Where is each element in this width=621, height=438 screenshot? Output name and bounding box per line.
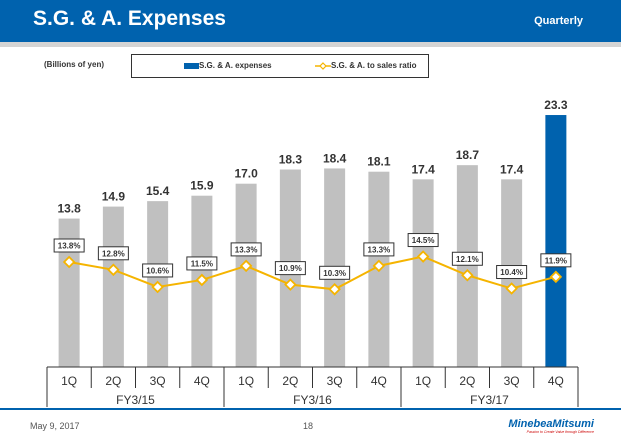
ratio-label-box <box>407 233 439 248</box>
bar-value-label: 17.4 <box>500 162 524 176</box>
footer-divider <box>0 408 621 410</box>
ratio-line <box>68 255 557 291</box>
bar <box>456 165 478 367</box>
bar-value-label: 18.7 <box>456 148 480 162</box>
ratio-label-box <box>230 242 262 257</box>
bar-value-label: 23.3 <box>544 98 568 112</box>
bar <box>235 183 257 367</box>
ratio-value-label: 12.8% <box>102 249 125 258</box>
logo-tagline: Passion to Create Value through Differen… <box>526 430 594 434</box>
ratio-marker <box>239 259 253 273</box>
ratio-marker <box>328 283 341 296</box>
fiscal-year-label: FY3/15 <box>116 393 155 407</box>
bar-value-label: 18.1 <box>367 155 391 169</box>
bar-swatch-icon <box>184 62 199 69</box>
ratio-value-label: 14.5% <box>412 236 435 245</box>
ratio-value-label: 11.9% <box>545 256 567 265</box>
ratio-label-box <box>274 261 306 276</box>
unit-label: (Billions of yen) <box>44 60 104 69</box>
ratio-label-box <box>540 253 572 268</box>
bar <box>545 115 567 367</box>
logo-text: MinebeaMitsumi <box>508 418 594 430</box>
ratio-value-label: 13.8% <box>58 242 81 251</box>
ratio-marker <box>505 282 518 295</box>
ratio-marker <box>195 273 209 287</box>
ratio-value-label: 10.9% <box>279 264 302 273</box>
ratio-label-box <box>186 256 218 271</box>
legend-label: S.G. & A. expenses <box>199 61 272 70</box>
x-tick-label: 4Q <box>548 374 564 388</box>
x-tick-label: 4Q <box>194 374 210 388</box>
ratio-marker <box>151 280 164 294</box>
ratio-value-label: 12.1% <box>456 255 479 264</box>
ratio-marker <box>416 250 430 263</box>
bar <box>102 206 124 367</box>
x-tick-label: 1Q <box>61 374 77 388</box>
ratio-label-box <box>363 242 395 257</box>
line-marker-swatch-icon <box>315 61 331 70</box>
ratio-label-box <box>319 265 351 280</box>
x-tick-label: 3Q <box>150 374 166 388</box>
bar-value-label: 18.4 <box>323 151 347 165</box>
bar-value-label: 17.4 <box>411 162 435 176</box>
footer-date: May 9, 2017 <box>30 421 80 431</box>
ratio-value-label: 10.3% <box>323 269 346 278</box>
x-tick-label: 3Q <box>327 374 343 388</box>
x-tick-label: 1Q <box>415 374 431 388</box>
fiscal-year-label: FY3/16 <box>293 393 332 407</box>
x-tick-label: 2Q <box>459 374 475 388</box>
x-tick-label: 1Q <box>238 374 254 388</box>
fiscal-year-label: FY3/17 <box>470 393 509 407</box>
bar-value-label: 14.9 <box>102 190 126 204</box>
legend-label: S.G. & A. to sales ratio <box>331 61 417 70</box>
bar-value-label: 13.8 <box>57 202 81 216</box>
ratio-marker <box>62 255 76 269</box>
page-title: S.G. & A. Expenses <box>33 7 226 30</box>
x-tick-label: 4Q <box>371 374 387 388</box>
ratio-marker <box>107 263 120 277</box>
bar <box>58 218 80 367</box>
x-tick-label: 3Q <box>504 374 520 388</box>
period-label: Quarterly <box>534 15 583 27</box>
bar-value-label: 18.3 <box>279 153 303 167</box>
ratio-marker <box>372 259 386 273</box>
legend: S.G. & A. expenses S.G. & A. to sales ra… <box>131 54 429 78</box>
bar-value-label: 15.9 <box>190 179 214 193</box>
ratio-marker <box>549 270 563 284</box>
ratio-marker <box>284 278 297 291</box>
ratio-label-box <box>496 265 528 280</box>
ratio-label-box <box>97 246 129 261</box>
ratio-value-label: 13.3% <box>368 245 391 254</box>
legend-item-expenses: S.G. & A. expenses <box>184 61 272 70</box>
bar-value-label: 15.4 <box>146 184 170 198</box>
ratio-value-label: 11.5% <box>191 259 213 268</box>
x-tick-label: 2Q <box>282 374 298 388</box>
page-number: 18 <box>303 421 314 431</box>
bar <box>412 179 434 367</box>
header-stripe <box>0 42 621 47</box>
ratio-value-label: 10.6% <box>146 266 169 275</box>
ratio-value-label: 10.4% <box>500 268 523 277</box>
ratio-label-box <box>142 263 174 278</box>
bar-value-label: 17.0 <box>234 167 258 181</box>
ratio-label-box <box>451 251 483 266</box>
x-tick-label: 2Q <box>105 374 121 388</box>
legend-item-ratio: S.G. & A. to sales ratio <box>315 61 417 70</box>
header-bar: S.G. & A. Expenses Quarterly <box>0 0 621 42</box>
company-logo: MinebeaMitsumi Passion to Create Value t… <box>508 418 594 434</box>
ratio-marker <box>461 268 474 282</box>
ratio-label-box <box>53 238 85 253</box>
ratio-value-label: 13.3% <box>235 245 258 254</box>
